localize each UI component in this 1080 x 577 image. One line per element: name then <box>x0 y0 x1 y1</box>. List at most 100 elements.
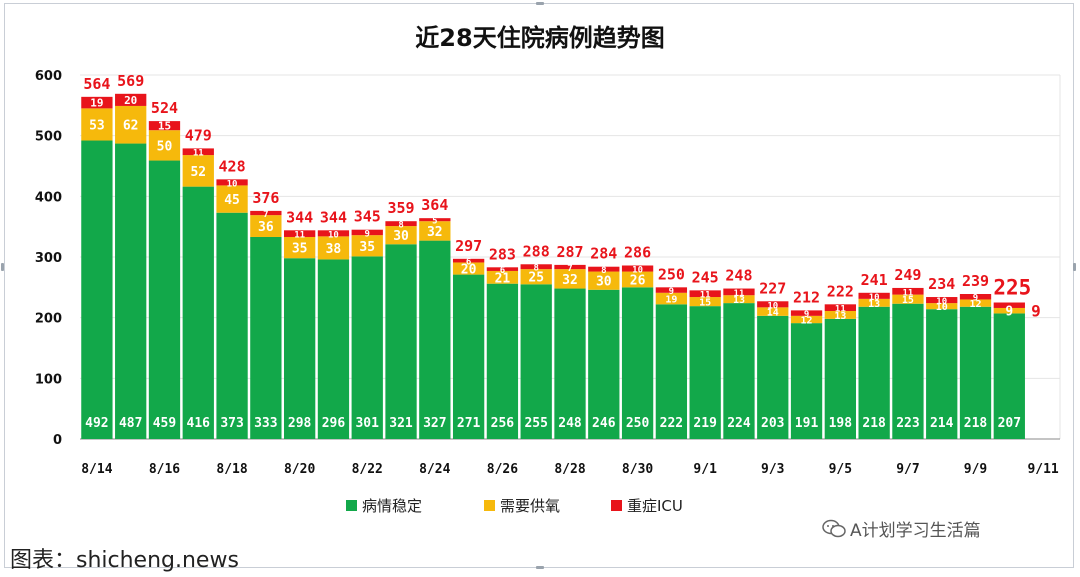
watermark-text: A计划学习生活篇 <box>850 521 981 541</box>
label-total: 234 <box>928 275 955 293</box>
bar-icu <box>621 265 654 272</box>
x-tick-label: 8/20 <box>284 462 315 477</box>
label-icu: 8 <box>398 221 403 231</box>
label-total: 345 <box>354 208 381 226</box>
x-tick-label: 9/1 <box>693 462 717 477</box>
y-tick-label: 400 <box>35 190 62 205</box>
y-tick-label: 300 <box>35 251 62 266</box>
bar-icu <box>81 96 113 109</box>
label-stable: 459 <box>153 416 176 431</box>
bar-stable <box>351 256 383 439</box>
bar-stable <box>520 284 552 439</box>
label-oxygen: 12 <box>801 315 813 326</box>
bar-icu <box>757 301 789 308</box>
x-tick-label: 8/16 <box>149 462 180 477</box>
label-oxygen: 50 <box>157 139 173 154</box>
bar-stable <box>250 236 282 439</box>
label-stable: 416 <box>187 416 211 431</box>
bar-oxygen <box>858 298 890 307</box>
x-tick-label: 8/14 <box>81 462 112 477</box>
bar-stable <box>926 309 958 439</box>
bar-icu <box>824 304 856 311</box>
label-total: 344 <box>320 208 347 226</box>
label-stable: 222 <box>660 416 683 431</box>
legend-label: 病情稳定 <box>362 497 422 515</box>
label-icu: 9 <box>973 294 978 304</box>
label-stable: 248 <box>558 416 582 431</box>
label-total: 428 <box>219 157 246 175</box>
label-icu: 8 <box>533 264 538 274</box>
label-stable: 218 <box>862 416 886 431</box>
resize-handle-left[interactable] <box>1 263 4 271</box>
bar-stable <box>216 212 248 439</box>
bar-icu <box>926 297 958 304</box>
bar-icu <box>115 93 147 106</box>
label-stable: 487 <box>119 416 142 431</box>
label-oxygen: 36 <box>258 220 274 235</box>
bar-stable <box>790 323 823 439</box>
x-tick-label: 9/3 <box>761 462 784 477</box>
bar-stable <box>621 287 654 439</box>
bar-icu <box>486 267 519 271</box>
bar-oxygen <box>723 295 755 304</box>
label-total: 227 <box>759 279 786 297</box>
label-icu: 10 <box>936 297 947 307</box>
resize-handle-right[interactable] <box>1073 263 1076 271</box>
y-tick-label: 0 <box>53 433 62 448</box>
bar-oxygen <box>824 310 856 319</box>
label-oxygen: 35 <box>292 242 308 257</box>
label-stable: 321 <box>389 416 413 431</box>
label-icu: 9 <box>804 310 809 320</box>
label-oxygen: 13 <box>868 299 880 310</box>
label-oxygen: 30 <box>393 229 409 244</box>
label-oxygen: 9 <box>1005 305 1013 320</box>
bar-oxygen <box>115 105 147 144</box>
bar-oxygen <box>216 185 248 213</box>
y-tick-label: 200 <box>35 312 62 327</box>
legend-swatch <box>346 500 357 511</box>
label-total: 287 <box>556 243 583 261</box>
label-icu: 11 <box>903 288 914 298</box>
bar-icu <box>216 179 248 186</box>
label-oxygen: 15 <box>902 295 914 306</box>
bar-icu <box>250 210 282 216</box>
bar-oxygen <box>419 221 451 241</box>
bar-stable <box>284 258 316 439</box>
label-icu: 8 <box>601 266 606 276</box>
label-stable: 250 <box>626 416 650 431</box>
bar-stable <box>959 306 992 439</box>
bar-oxygen <box>959 299 992 307</box>
bar-stable <box>452 274 485 439</box>
label-oxygen: 32 <box>562 273 578 288</box>
bar-stable <box>419 240 451 439</box>
label-total: 479 <box>185 126 212 144</box>
label-icu: 6 <box>500 266 505 276</box>
bar-oxygen <box>554 269 586 289</box>
bar-oxygen <box>588 271 620 290</box>
label-stable: 296 <box>322 416 346 431</box>
bar-stable <box>554 288 586 439</box>
label-stable: 207 <box>998 416 1021 431</box>
label-total: 344 <box>286 208 313 226</box>
bar-icu <box>452 258 485 263</box>
bar-icu <box>351 229 383 236</box>
bar-stable <box>689 306 721 439</box>
x-tick-label: 9/11 <box>1027 462 1058 477</box>
bar-oxygen <box>452 262 485 275</box>
label-stable: 271 <box>457 416 481 431</box>
label-oxygen: 32 <box>427 225 443 240</box>
resize-handle-top[interactable] <box>536 2 544 5</box>
label-total: 524 <box>151 99 178 117</box>
label-oxygen: 25 <box>528 271 544 286</box>
bar-oxygen <box>486 270 519 284</box>
label-icu: 5 <box>432 217 437 227</box>
label-total: 284 <box>590 245 617 263</box>
label-stable: 203 <box>761 416 784 431</box>
bar-stable <box>317 259 350 439</box>
label-stable: 198 <box>829 416 853 431</box>
bar-stable <box>588 289 620 439</box>
resize-handle-bottom[interactable] <box>536 566 544 569</box>
legend-swatch <box>611 500 622 511</box>
x-tick-label: 8/24 <box>419 462 450 477</box>
y-tick-label: 600 <box>35 69 62 84</box>
